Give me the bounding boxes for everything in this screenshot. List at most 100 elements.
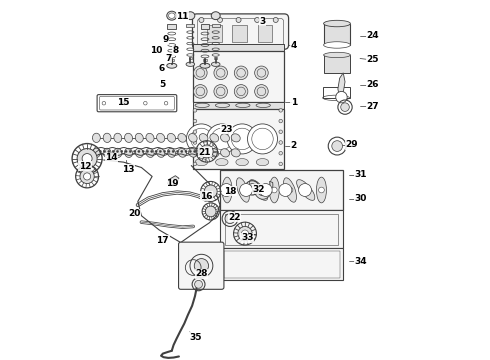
Ellipse shape — [167, 11, 177, 20]
Text: 5: 5 — [159, 80, 165, 89]
Text: 14: 14 — [105, 153, 118, 162]
Circle shape — [83, 173, 91, 180]
Bar — [220, 210, 343, 248]
Ellipse shape — [211, 62, 220, 66]
Circle shape — [189, 150, 192, 153]
Text: 21: 21 — [199, 148, 211, 157]
Ellipse shape — [287, 187, 293, 193]
Ellipse shape — [200, 63, 210, 68]
Text: 20: 20 — [128, 209, 141, 218]
Circle shape — [159, 150, 161, 153]
Ellipse shape — [210, 149, 219, 157]
Circle shape — [279, 130, 283, 134]
Circle shape — [194, 150, 196, 153]
Text: 8: 8 — [172, 46, 178, 55]
Text: 17: 17 — [156, 235, 169, 244]
Bar — [203, 59, 207, 61]
Circle shape — [255, 18, 260, 22]
Ellipse shape — [234, 66, 248, 80]
Circle shape — [138, 150, 140, 153]
Circle shape — [341, 103, 349, 111]
Ellipse shape — [249, 180, 268, 201]
Circle shape — [240, 184, 252, 197]
Circle shape — [259, 184, 272, 197]
Bar — [193, 44, 284, 51]
Circle shape — [242, 230, 248, 237]
Bar — [168, 24, 176, 28]
Ellipse shape — [211, 12, 220, 19]
Circle shape — [199, 18, 204, 22]
Circle shape — [193, 152, 197, 155]
Bar — [189, 58, 192, 59]
Ellipse shape — [256, 187, 262, 193]
Text: 10: 10 — [150, 46, 163, 55]
Bar — [193, 51, 284, 102]
Ellipse shape — [296, 180, 315, 201]
Text: 30: 30 — [354, 194, 367, 203]
Polygon shape — [168, 176, 179, 186]
Circle shape — [185, 150, 187, 153]
Bar — [323, 23, 350, 45]
Circle shape — [194, 258, 209, 273]
Circle shape — [336, 91, 347, 103]
Bar — [323, 87, 350, 98]
Bar — [220, 248, 343, 280]
Ellipse shape — [194, 66, 207, 80]
Circle shape — [193, 162, 197, 166]
Text: 9: 9 — [163, 36, 169, 45]
FancyBboxPatch shape — [178, 242, 224, 289]
Polygon shape — [338, 73, 345, 98]
Text: 12: 12 — [79, 162, 91, 171]
Circle shape — [279, 184, 292, 197]
Bar — [225, 213, 338, 245]
Text: 35: 35 — [190, 333, 202, 342]
Ellipse shape — [271, 187, 277, 193]
Circle shape — [273, 18, 278, 22]
Ellipse shape — [318, 187, 324, 193]
Ellipse shape — [167, 148, 175, 157]
Ellipse shape — [178, 134, 186, 142]
Ellipse shape — [236, 178, 249, 202]
Bar — [232, 24, 247, 42]
FancyBboxPatch shape — [193, 14, 289, 49]
Bar — [223, 251, 340, 278]
Text: 19: 19 — [167, 179, 179, 188]
Text: 4: 4 — [291, 41, 297, 50]
Circle shape — [195, 280, 202, 288]
Ellipse shape — [167, 134, 175, 142]
Text: 23: 23 — [220, 125, 233, 134]
Ellipse shape — [199, 134, 208, 142]
Bar — [170, 59, 174, 61]
Bar — [258, 24, 272, 42]
Circle shape — [172, 150, 174, 153]
Ellipse shape — [210, 134, 219, 142]
Ellipse shape — [270, 177, 279, 203]
Text: 32: 32 — [252, 185, 265, 194]
Text: 33: 33 — [241, 233, 253, 242]
Text: 26: 26 — [367, 81, 379, 90]
Ellipse shape — [189, 149, 197, 157]
Circle shape — [193, 141, 197, 144]
Circle shape — [279, 141, 283, 144]
Ellipse shape — [146, 148, 154, 157]
Text: 31: 31 — [354, 171, 367, 180]
Ellipse shape — [124, 133, 132, 143]
Ellipse shape — [214, 85, 227, 98]
Bar — [193, 109, 284, 169]
Circle shape — [332, 141, 343, 152]
Circle shape — [279, 119, 283, 123]
Ellipse shape — [103, 133, 111, 143]
Polygon shape — [253, 181, 273, 199]
Circle shape — [227, 124, 257, 154]
Ellipse shape — [186, 12, 195, 19]
Ellipse shape — [93, 148, 100, 157]
Ellipse shape — [284, 178, 296, 202]
Text: 1: 1 — [291, 98, 297, 107]
Circle shape — [298, 184, 312, 197]
Circle shape — [238, 226, 252, 241]
Bar — [212, 23, 220, 27]
Circle shape — [117, 150, 119, 153]
Ellipse shape — [93, 133, 100, 143]
Ellipse shape — [231, 149, 240, 157]
Circle shape — [142, 150, 144, 153]
